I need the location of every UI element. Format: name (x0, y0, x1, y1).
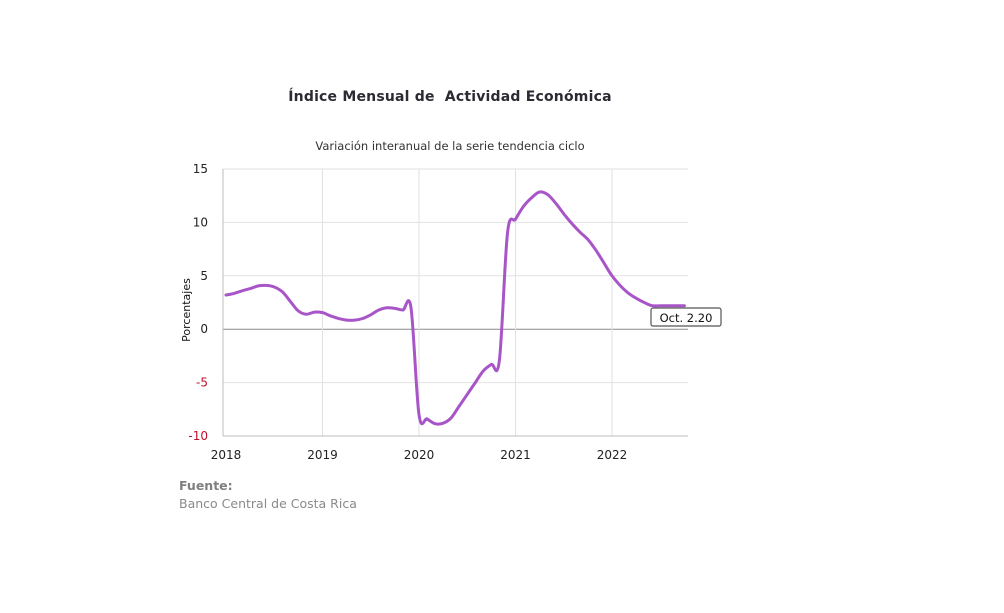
y-tick-label: -5 (196, 376, 208, 390)
y-tick-labels: 15 10 5 0 -5 -10 (188, 162, 208, 443)
axes (222, 169, 688, 437)
x-tick-label: 2018 (211, 448, 242, 462)
series-line (224, 190, 686, 426)
x-tick-label: 2022 (597, 448, 628, 462)
x-tick-label: 2019 (307, 448, 338, 462)
source-label: Fuente: (179, 478, 233, 493)
chart-title: Índice Mensual de Actividad Económica (288, 89, 612, 105)
chart-subtitle: Variación interanual de la serie tendenc… (315, 139, 585, 153)
x-tick-label: 2020 (404, 448, 435, 462)
y-tick-label: 0 (200, 322, 208, 336)
annotation-callout: Oct. 2.20 (650, 307, 722, 327)
y-tick-label: 10 (193, 215, 208, 229)
y-tick-label: 15 (193, 162, 208, 176)
annotation-text: Oct. 2.20 (660, 311, 713, 325)
source-value: Banco Central de Costa Rica (179, 496, 357, 511)
y-tick-label: 5 (200, 269, 208, 283)
x-tick-label: 2021 (500, 448, 531, 462)
y-tick-label: -10 (188, 429, 208, 443)
y-axis-label: Porcentajes (180, 278, 193, 342)
x-tick-labels: 2018 2019 2020 2021 2022 (211, 448, 628, 462)
